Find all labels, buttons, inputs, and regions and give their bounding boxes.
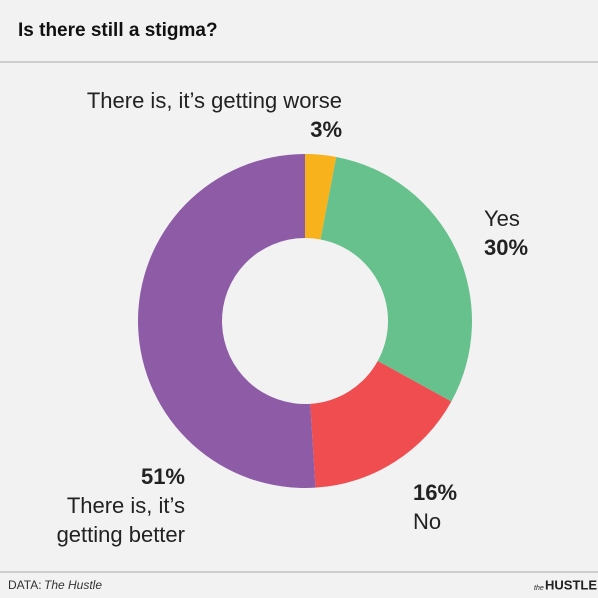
source-prefix: DATA: — [8, 578, 42, 592]
category-label: There is, it’s getting worse — [86, 88, 342, 113]
value-label: 16% — [413, 480, 458, 505]
slice — [137, 154, 316, 488]
category-label: Yes — [484, 206, 520, 231]
category-label: No — [413, 509, 442, 534]
logo: HUSTLE — [545, 577, 597, 592]
value-label: 51% — [140, 464, 185, 489]
logo-small: the — [534, 585, 544, 592]
slice — [310, 360, 452, 488]
slice-label: 51% There is, it’s getting better — [20, 462, 185, 549]
slice-label: There is, it’s getting worse 3% — [40, 86, 342, 144]
chart-title: Is there still a stigma? — [18, 20, 218, 41]
category-label: There is, it’s getting better — [56, 493, 185, 547]
source: The Hustle — [44, 578, 102, 592]
slice — [320, 156, 472, 402]
slice — [305, 154, 337, 240]
slice-label: 16% No — [413, 478, 523, 536]
value-label: 30% — [484, 235, 529, 260]
donut — [137, 154, 472, 488]
value-label: 3% — [310, 117, 342, 142]
slice-label: Yes 30% — [484, 204, 594, 262]
